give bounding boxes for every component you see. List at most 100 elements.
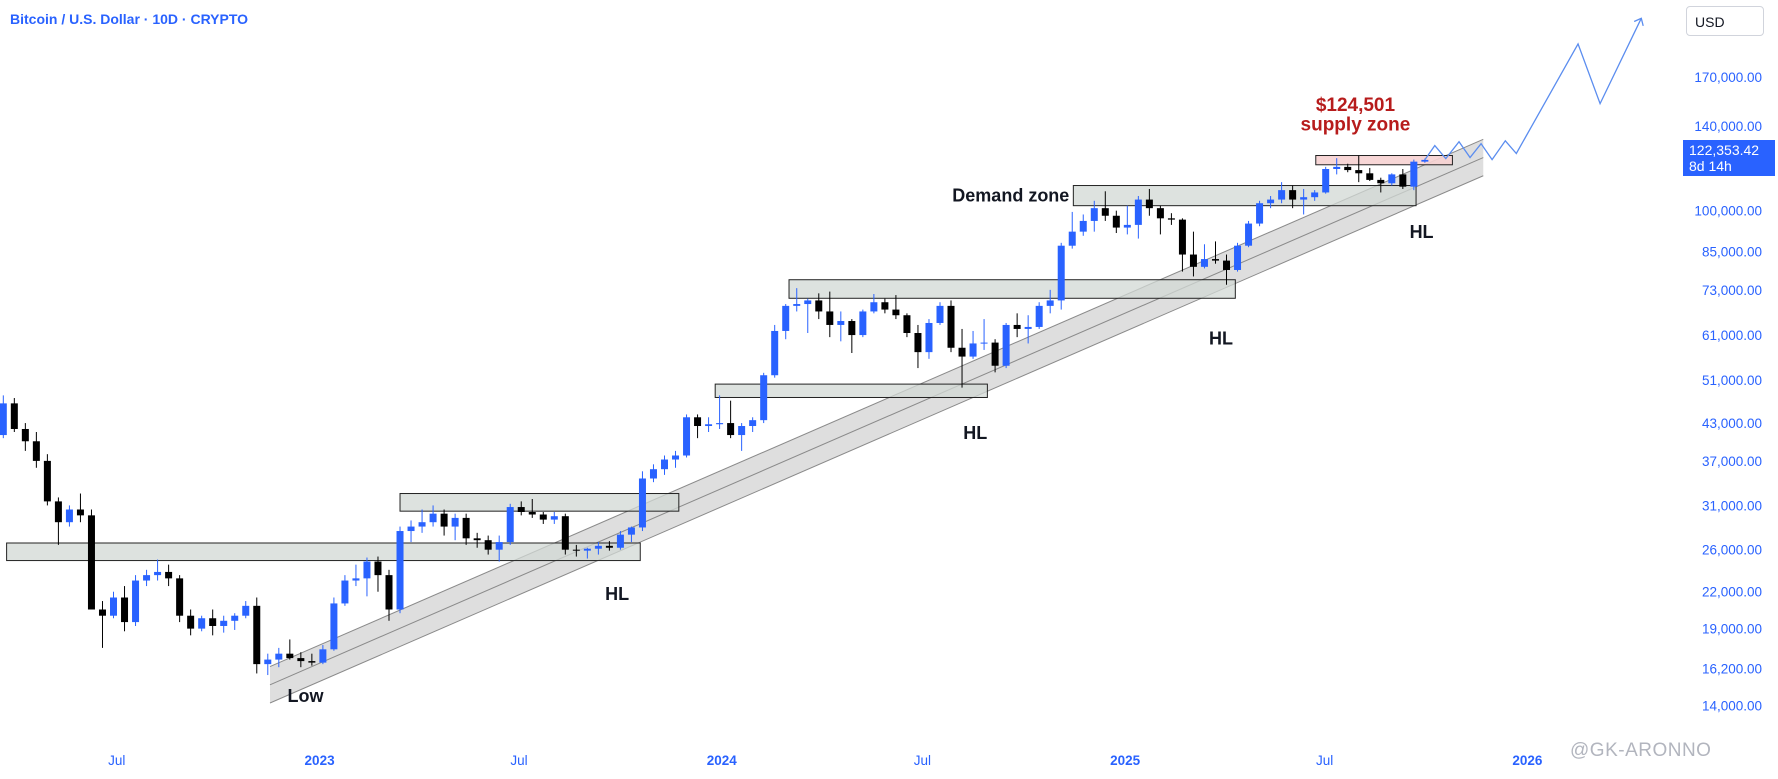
candle-body (605, 545, 613, 548)
candle-body (1223, 260, 1231, 270)
candle-body (627, 527, 635, 535)
candle-body (253, 605, 261, 665)
last-price-tag: 122,353.42 8d 14h (1683, 140, 1775, 176)
candle-body (1145, 199, 1153, 209)
candle-body (1013, 324, 1021, 329)
candle-body (297, 658, 305, 662)
candle-body (1300, 197, 1308, 200)
candle-body (1289, 190, 1297, 200)
candle-body (506, 507, 514, 543)
candle-body (264, 659, 272, 665)
candle-body (1399, 174, 1407, 187)
candle-body (1068, 231, 1076, 246)
candle-body (451, 517, 459, 527)
y-tick-label: 100,000.00 (1694, 204, 1762, 219)
x-tick-label: Jul (1316, 753, 1333, 768)
candle-body (1322, 169, 1330, 193)
candle-body (925, 322, 933, 353)
candle-body (418, 522, 426, 527)
candle-body (958, 347, 966, 357)
candle-body (132, 580, 140, 623)
candle-body (517, 507, 525, 512)
candle-body (1002, 324, 1010, 366)
y-tick-label: 85,000.00 (1702, 245, 1762, 260)
candle-body (176, 578, 184, 616)
candle-body (1024, 326, 1032, 329)
candle-body (583, 548, 591, 551)
candle-body (1101, 208, 1109, 216)
currency-selector[interactable]: USD (1686, 6, 1764, 36)
candle-body (727, 423, 735, 436)
demand-zone (399, 493, 680, 512)
demand-zone (714, 383, 988, 398)
candle-body (1156, 208, 1164, 219)
candle-body (1211, 259, 1219, 261)
candle-body (1311, 192, 1319, 198)
x-tick-label: 2023 (305, 753, 336, 768)
candle-body (616, 534, 624, 548)
candle-body (859, 311, 867, 336)
candle-body (760, 375, 768, 421)
candle-body (1355, 170, 1363, 174)
candle-body (429, 513, 437, 523)
candle-body (495, 542, 503, 550)
candle-body (738, 426, 746, 436)
candle-body (1189, 254, 1197, 267)
candle-body (308, 661, 316, 663)
candle-body (815, 300, 823, 312)
candle-body (209, 618, 217, 626)
candle-body (991, 342, 999, 366)
candle-body (363, 561, 371, 579)
candle-body (32, 441, 40, 461)
candle-body (705, 424, 713, 427)
candle-body (1377, 179, 1385, 184)
demand-zone (788, 279, 1236, 299)
candle-body (121, 597, 129, 623)
candle-body (330, 603, 338, 650)
demand-zone (6, 542, 641, 562)
candle-body (672, 455, 680, 460)
candle-body (749, 420, 757, 427)
candle-body (1046, 300, 1054, 306)
candle-body (539, 514, 547, 520)
y-tick-label: 31,000.00 (1702, 498, 1762, 513)
candle-body (848, 321, 856, 336)
candles (0, 155, 1429, 676)
candle-body (341, 580, 349, 604)
candle-body (1421, 159, 1429, 162)
candle-body (694, 417, 702, 427)
candle-body (54, 501, 62, 523)
candle-body (936, 305, 944, 323)
candle-body (98, 609, 106, 616)
candle-body (649, 469, 657, 479)
candle-body (1167, 218, 1175, 220)
y-tick-label: 140,000.00 (1694, 119, 1762, 134)
y-tick-label: 19,000.00 (1702, 622, 1762, 637)
candle-body (352, 578, 360, 581)
y-tick-label: 14,000.00 (1702, 698, 1762, 713)
trend-channel-line (269, 175, 1484, 704)
candle-body (683, 417, 691, 456)
candle-body (1035, 305, 1043, 327)
candle-body (1267, 199, 1275, 204)
candle-body (1178, 219, 1186, 255)
supply-price-label: $124,501 (1316, 95, 1396, 116)
projection-line (1424, 17, 1644, 161)
candle-body (1333, 166, 1341, 170)
y-tick-label: 16,200.00 (1702, 662, 1762, 677)
hl-label: HL (963, 423, 987, 443)
candle-body (1234, 245, 1242, 270)
y-tick-label: 73,000.00 (1702, 283, 1762, 298)
candle-body (440, 513, 448, 527)
candle-body (572, 549, 580, 551)
axes: 170,000.00 140,000.00 100,000.00 85,000.00 7… (108, 70, 1762, 768)
candle-body (275, 653, 283, 660)
candle-body (76, 509, 84, 516)
x-tick-label: 2026 (1512, 753, 1543, 768)
candle-body (220, 620, 228, 626)
candle-body (594, 545, 602, 549)
demand-zone (1072, 185, 1417, 207)
hl-label: HL (605, 584, 629, 604)
